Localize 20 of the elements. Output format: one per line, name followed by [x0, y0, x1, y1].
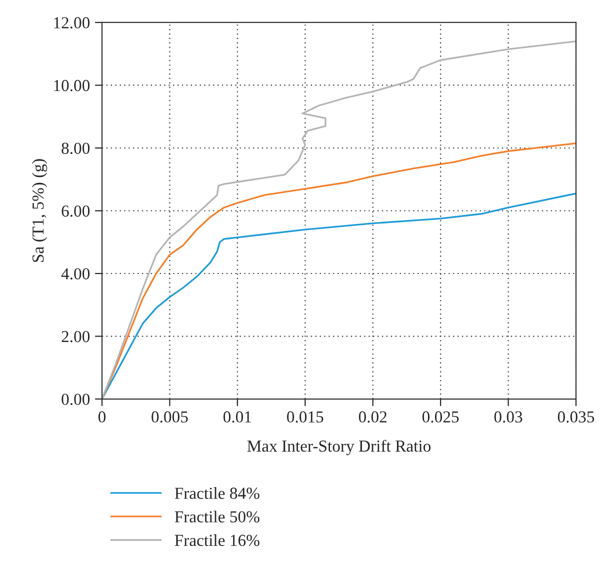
x-tick-label: 0.02: [358, 411, 387, 423]
x-tick-label: 0.01: [223, 411, 252, 423]
y-tick-label: 6.00: [62, 205, 90, 217]
y-axis-title: Sa (T1, 5%) (g): [32, 159, 48, 262]
y-tick-label: 2.00: [62, 330, 90, 342]
x-tick-label: 0.005: [152, 411, 188, 423]
x-tick-label: 0.035: [558, 411, 594, 423]
y-tick-label: 10.00: [54, 80, 90, 92]
legend-label: Fractile 84%: [174, 487, 260, 499]
x-axis-title: Max Inter-Story Drift Ratio: [247, 440, 431, 456]
x-tick-label: 0.015: [287, 411, 324, 423]
legend-label: Fractile 50%: [174, 510, 260, 523]
legend-label: Fractile 16%: [174, 534, 260, 546]
y-tick-label: 12.00: [54, 17, 90, 28]
x-tick-label: 0: [98, 411, 106, 423]
x-tick-label: 0.03: [494, 411, 522, 423]
y-tick-label: 0.00: [62, 394, 90, 406]
x-tick-label: 0.025: [422, 411, 459, 423]
y-tick-label: 8.00: [62, 142, 90, 154]
y-tick-label: 4.00: [61, 268, 90, 280]
